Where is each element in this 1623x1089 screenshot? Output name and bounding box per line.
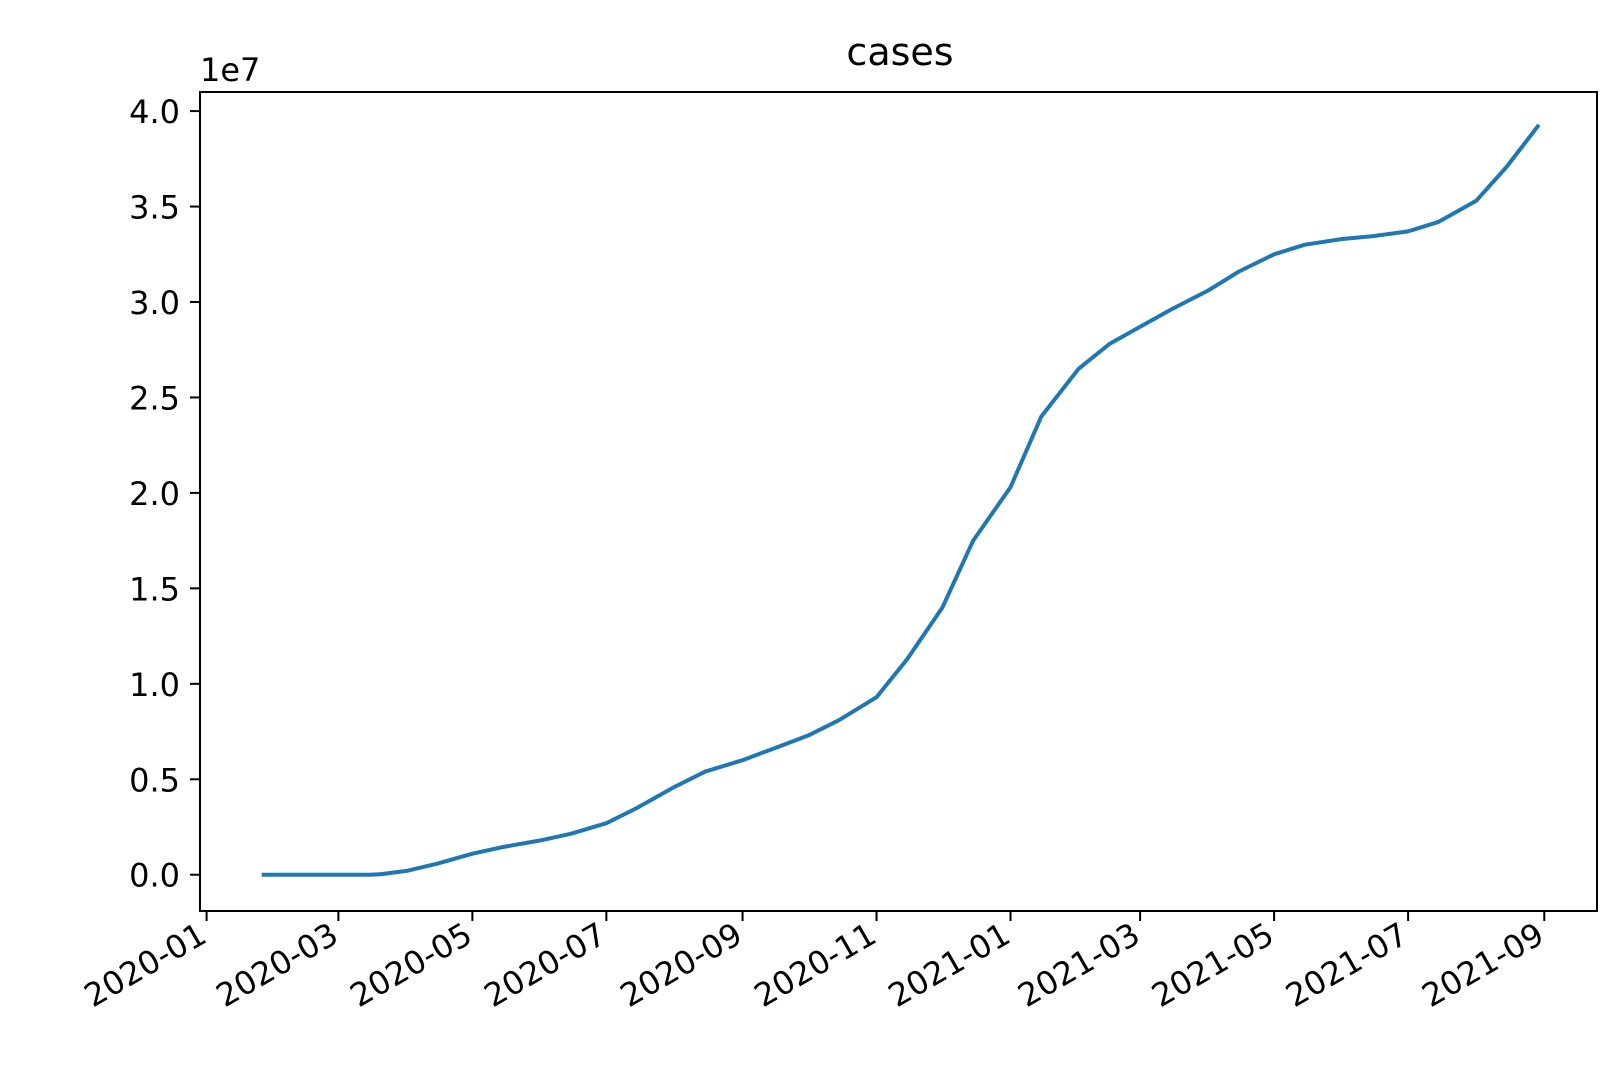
y-tick-label: 1.5 [129,570,180,608]
y-tick-label: 3.5 [129,189,180,227]
plot-lines [261,123,1541,877]
y-tick-label: 2.0 [129,475,180,513]
y-tick-label: 0.0 [129,857,180,895]
y-tick-label: 4.0 [129,93,180,131]
y-tick-label: 0.5 [129,761,180,799]
y-axis-offset-label: 1e7 [200,51,260,89]
y-tick-label: 3.0 [129,284,180,322]
y-axis: 0.0 0.5 1.0 1.5 2.0 2.5 3.0 3.5 4.0 [129,93,200,895]
series-line [261,123,1541,877]
y-tick-label: 2.5 [129,379,180,417]
y-tick-label: 1.0 [129,666,180,704]
plot-frame [199,91,1598,912]
chart-title: cases [846,30,953,74]
